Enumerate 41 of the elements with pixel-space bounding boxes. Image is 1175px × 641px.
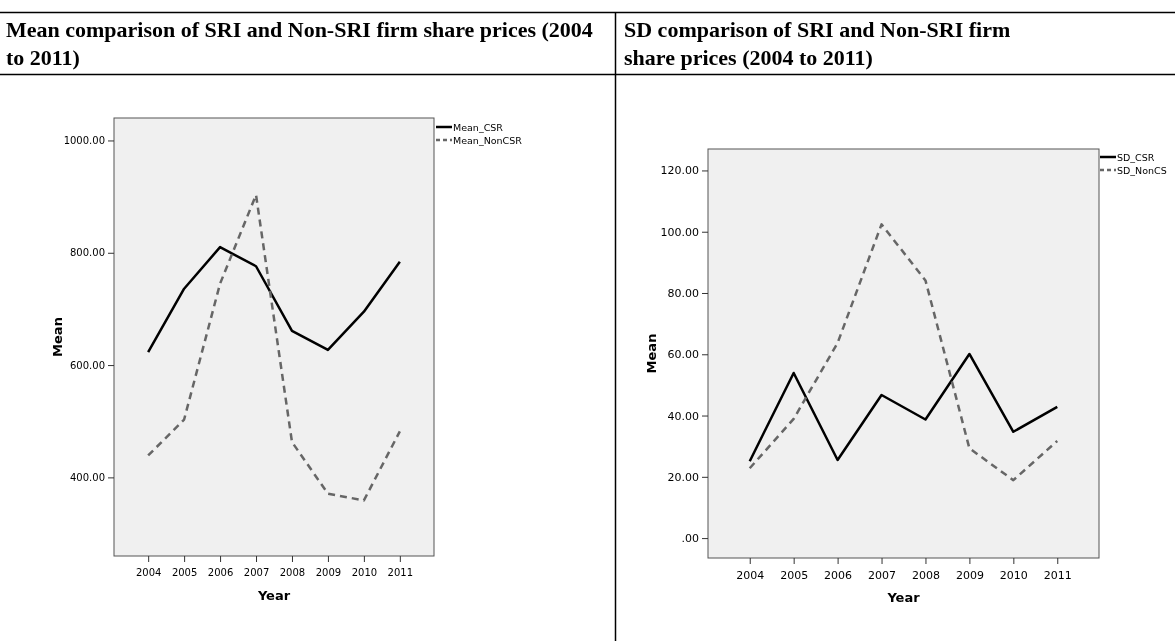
y-tick-label: 800.00	[70, 247, 105, 259]
x-tick-label: 2005	[780, 569, 809, 583]
x-tick-label: 2010	[999, 569, 1028, 583]
line-series	[146, 193, 402, 502]
x-tick-label: 2009	[955, 569, 984, 583]
x-tick-label: 2008	[279, 567, 306, 578]
legend-label: SD_NonCS	[1117, 165, 1167, 176]
x-tick-label: 2006	[207, 567, 234, 578]
line-series	[146, 245, 402, 354]
x-tick-label: 2004	[135, 567, 162, 578]
y-tick-label: 40.00	[667, 409, 699, 423]
y-axis-title: Mean	[644, 333, 659, 374]
x-axis-title: Year	[256, 588, 291, 603]
x-tick-label: 2008	[911, 569, 940, 583]
x-tick-label: 2009	[315, 567, 342, 578]
y-tick-label: 80.00	[667, 287, 699, 301]
x-tick-label: 2010	[351, 567, 378, 578]
y-axis-title: Mean	[50, 317, 65, 357]
chart-title: SD comparison of SRI and Non-SRI firm share prices (2004 to 2011)	[624, 16, 1012, 72]
y-tick-label: .00	[681, 532, 699, 546]
line-series	[748, 223, 1059, 482]
y-tick-label: 600.00	[70, 359, 105, 371]
y-tick-label: 20.00	[667, 470, 699, 484]
line-series	[748, 352, 1059, 463]
x-tick-label: 2006	[824, 569, 853, 583]
x-tick-label: 2004	[736, 569, 765, 583]
y-tick-label: 120.00	[660, 164, 699, 178]
x-tick-label: 2011	[1043, 569, 1072, 583]
x-axis-title: Year	[886, 590, 921, 605]
y-tick-label: 400.00	[70, 472, 105, 484]
y-tick-label: 1000.00	[63, 135, 105, 147]
y-tick-label: 100.00	[660, 225, 699, 239]
chart-title: Mean comparison of SRI and Non-SRI firm share prices (2004 to 2011)	[6, 16, 594, 72]
legend-label: Mean_CSR	[453, 122, 504, 133]
x-tick-label: 2005	[171, 567, 198, 578]
legend-label: Mean_NonCSR	[453, 135, 523, 146]
legend-label: SD_CSR	[1117, 152, 1155, 163]
x-tick-label: 2007	[868, 569, 897, 583]
x-tick-label: 2011	[387, 567, 414, 578]
x-tick-label: 2007	[243, 567, 270, 578]
y-tick-label: 60.00	[667, 348, 699, 362]
